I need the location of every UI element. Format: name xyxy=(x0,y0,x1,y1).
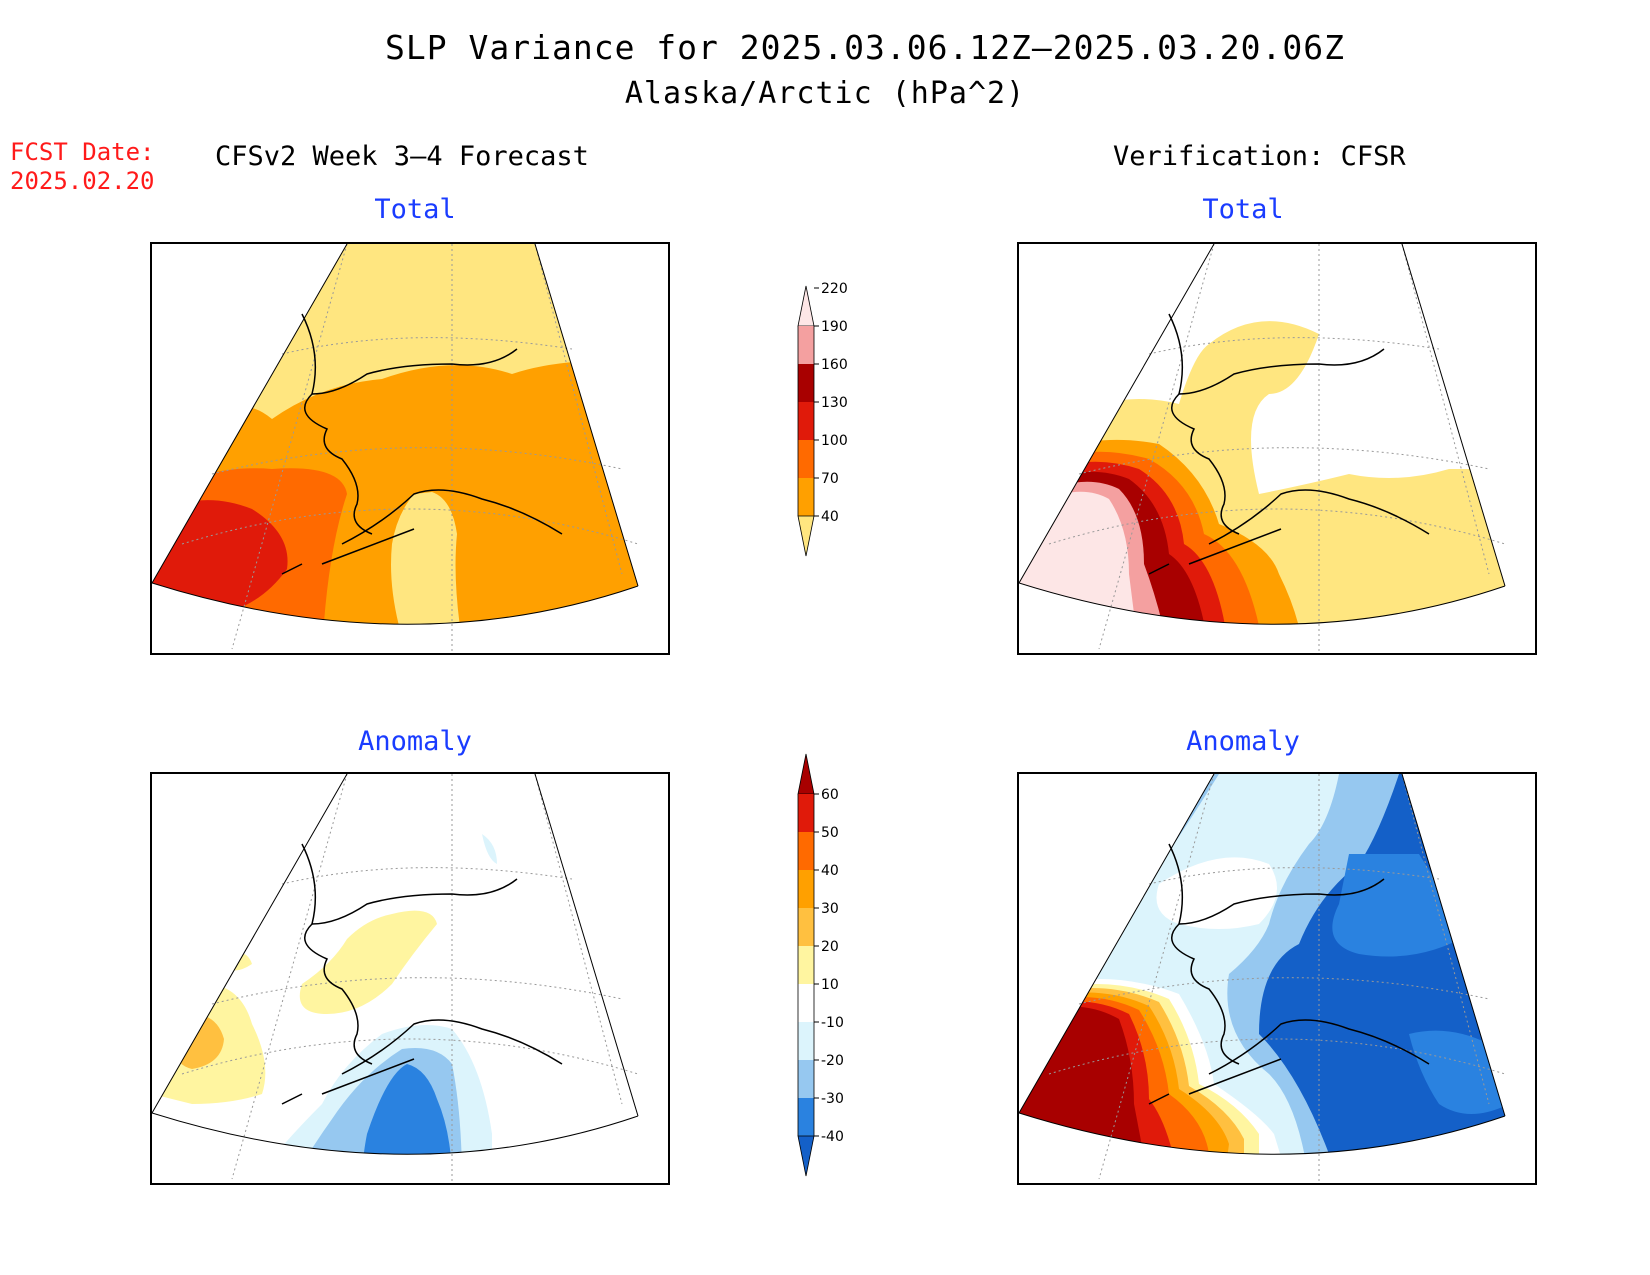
colorbar-tick-label: 60 xyxy=(821,787,839,803)
fcst-date-label: FCST Date: xyxy=(10,138,155,166)
colorbar-segment xyxy=(798,794,814,832)
colorbar-tick-label: 50 xyxy=(821,825,839,841)
colorbar-cap-top xyxy=(797,753,815,795)
forecast-anomaly-title: Anomaly xyxy=(358,726,472,757)
colorbar-tick-label: -10 xyxy=(821,1015,844,1031)
colorbar-segment xyxy=(798,364,814,402)
left-column-title: CFSv2 Week 3–4 Forecast xyxy=(215,141,589,172)
colorbar-segment xyxy=(798,478,814,516)
colorbar-tick-label: 20 xyxy=(821,939,839,955)
colorbar-tick-label: 30 xyxy=(821,901,839,917)
colorbar-tick-label: 40 xyxy=(821,863,839,879)
colorbar-segment xyxy=(798,984,814,1022)
colorbar-tick-label: 100 xyxy=(821,433,848,449)
colorbar-segment xyxy=(798,908,814,946)
right-column-title: Verification: CFSR xyxy=(1113,141,1406,172)
colorbar-tick-label: 160 xyxy=(821,357,848,373)
colorbar-tick-label: -30 xyxy=(821,1091,844,1107)
colorbar-segment xyxy=(798,440,814,478)
colorbar-segment xyxy=(798,326,814,364)
colorbar-cap-bottom xyxy=(797,515,815,557)
verification-anomaly-map xyxy=(1017,772,1537,1185)
colorbar-cap-bottom xyxy=(797,1135,815,1177)
colorbar-segment xyxy=(798,402,814,440)
chart-title: SLP Variance for 2025.03.06.12Z–2025.03.… xyxy=(385,28,1345,67)
colorbar-segment xyxy=(798,1098,814,1136)
colorbar-outline xyxy=(797,794,815,1136)
colorbar-tick-label: -20 xyxy=(821,1053,844,1069)
verification-total-map xyxy=(1017,242,1537,655)
colorbar-cap-top xyxy=(797,285,815,327)
colorbar-segment xyxy=(798,1022,814,1060)
colorbar-segment xyxy=(798,1060,814,1098)
verification-anomaly-title: Anomaly xyxy=(1186,726,1300,757)
colorbar-tick-label: 220 xyxy=(821,281,848,297)
colorbar-tick-label: 130 xyxy=(821,395,848,411)
colorbar-segment xyxy=(798,870,814,908)
fcst-date-value: 2025.02.20 xyxy=(10,167,155,195)
colorbar-tick-label: 40 xyxy=(821,509,839,525)
colorbar-tick-label: -40 xyxy=(821,1129,844,1145)
anomaly-colorbar: -40 -30 -20 -10 10 20 30 40 50 60 xyxy=(797,753,844,1177)
total-colorbar: 40 70 100 130 160 190 220 xyxy=(797,281,848,557)
colorbar-tick-label: 190 xyxy=(821,319,848,335)
colorbar-tick-label: 70 xyxy=(821,471,839,487)
colorbar-outline xyxy=(797,326,815,516)
verification-total-title: Total xyxy=(1202,194,1284,225)
forecast-anomaly-map xyxy=(150,772,670,1185)
colorbar-tick-label: 10 xyxy=(821,977,839,993)
fcst-date: FCST Date: 2025.02.20 xyxy=(10,138,155,196)
forecast-total-title: Total xyxy=(374,194,456,225)
colorbar-segment xyxy=(798,946,814,984)
chart-subtitle: Alaska/Arctic (hPa^2) xyxy=(624,76,1026,111)
colorbar-segment xyxy=(798,832,814,870)
forecast-total-map xyxy=(150,242,670,655)
